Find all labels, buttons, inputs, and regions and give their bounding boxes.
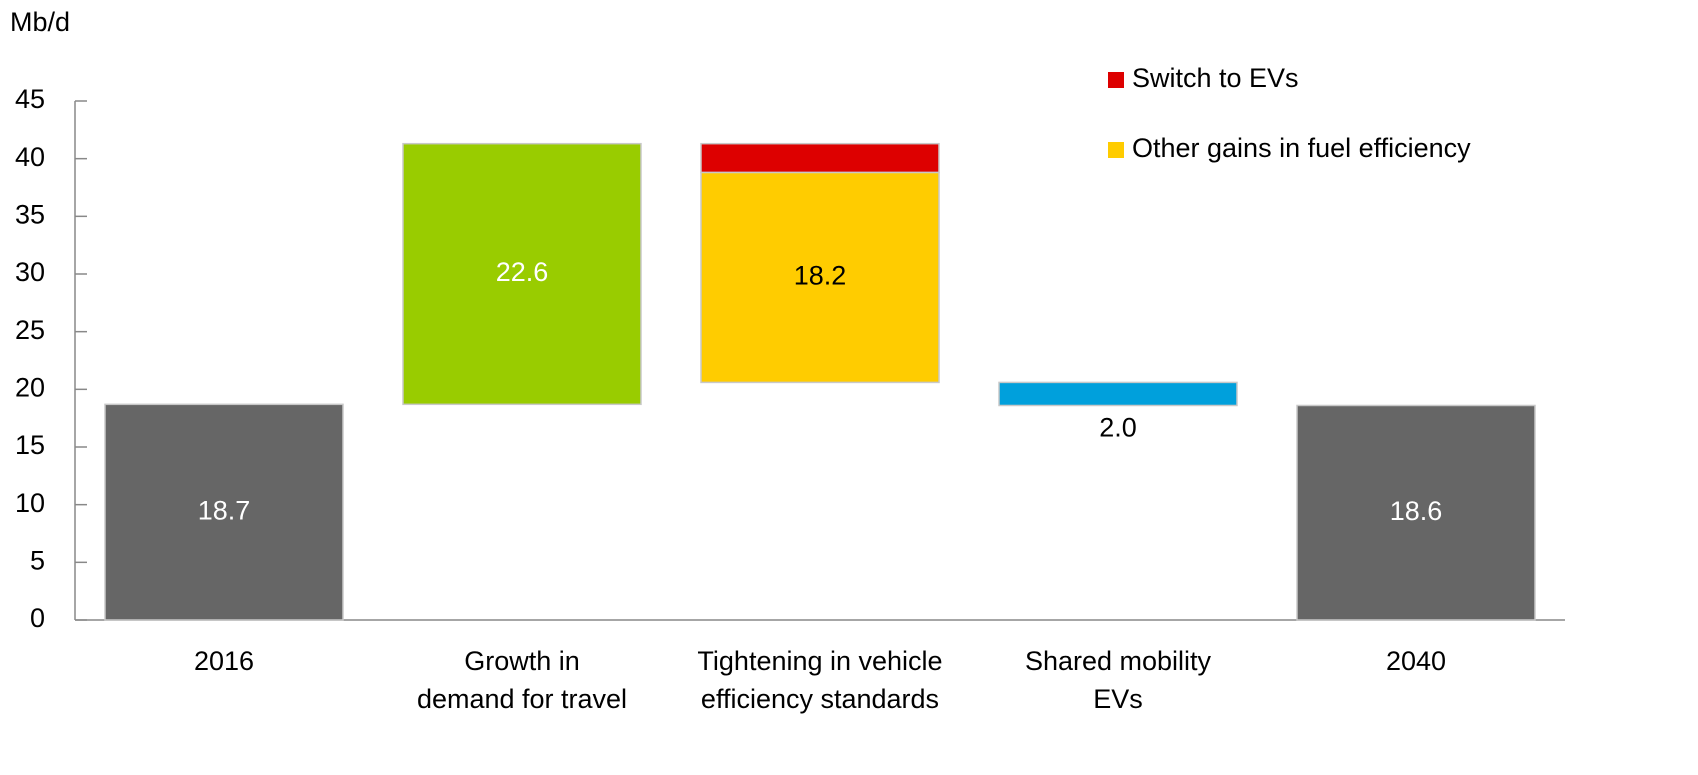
bar <box>998 381 1238 407</box>
value-label: 18.7 <box>198 495 251 525</box>
y-tick-label: 20 <box>15 372 45 402</box>
x-tick-label: Growth in demand for travel <box>416 646 628 714</box>
y-tick-label: 10 <box>15 488 45 518</box>
value-label: 22.6 <box>496 257 549 287</box>
y-tick-label: 45 <box>15 84 45 114</box>
value-label: 18.6 <box>1390 496 1443 526</box>
x-tick-label: Shared mobility EVs <box>1024 646 1212 714</box>
y-axis-label: Mb/d <box>10 7 70 37</box>
value-label: 18.2 <box>794 261 847 291</box>
legend-label: Other gains in fuel efficiency <box>1132 133 1471 163</box>
value-label: 2.0 <box>1099 413 1137 443</box>
bar <box>104 403 344 621</box>
legend-label: Switch to EVs <box>1132 63 1299 93</box>
y-tick-label: 35 <box>15 199 45 229</box>
x-tick-label: 2040 <box>1385 646 1447 676</box>
bar <box>402 142 642 406</box>
x-tick-label: Tightening in vehicle efficiency standar… <box>697 646 943 714</box>
legend-swatch <box>1108 72 1124 88</box>
y-tick-label: 25 <box>15 315 45 345</box>
y-tick-label: 15 <box>15 430 45 460</box>
y-tick-label: 40 <box>15 142 45 172</box>
legend-swatch <box>1108 142 1124 158</box>
y-tick-label: 30 <box>15 257 45 287</box>
bar <box>700 171 940 384</box>
x-tick-label: 2016 <box>193 646 255 676</box>
y-tick-label: 5 <box>30 545 45 575</box>
y-tick-label: 0 <box>30 603 45 633</box>
bar <box>700 142 940 174</box>
bar <box>1296 404 1536 621</box>
